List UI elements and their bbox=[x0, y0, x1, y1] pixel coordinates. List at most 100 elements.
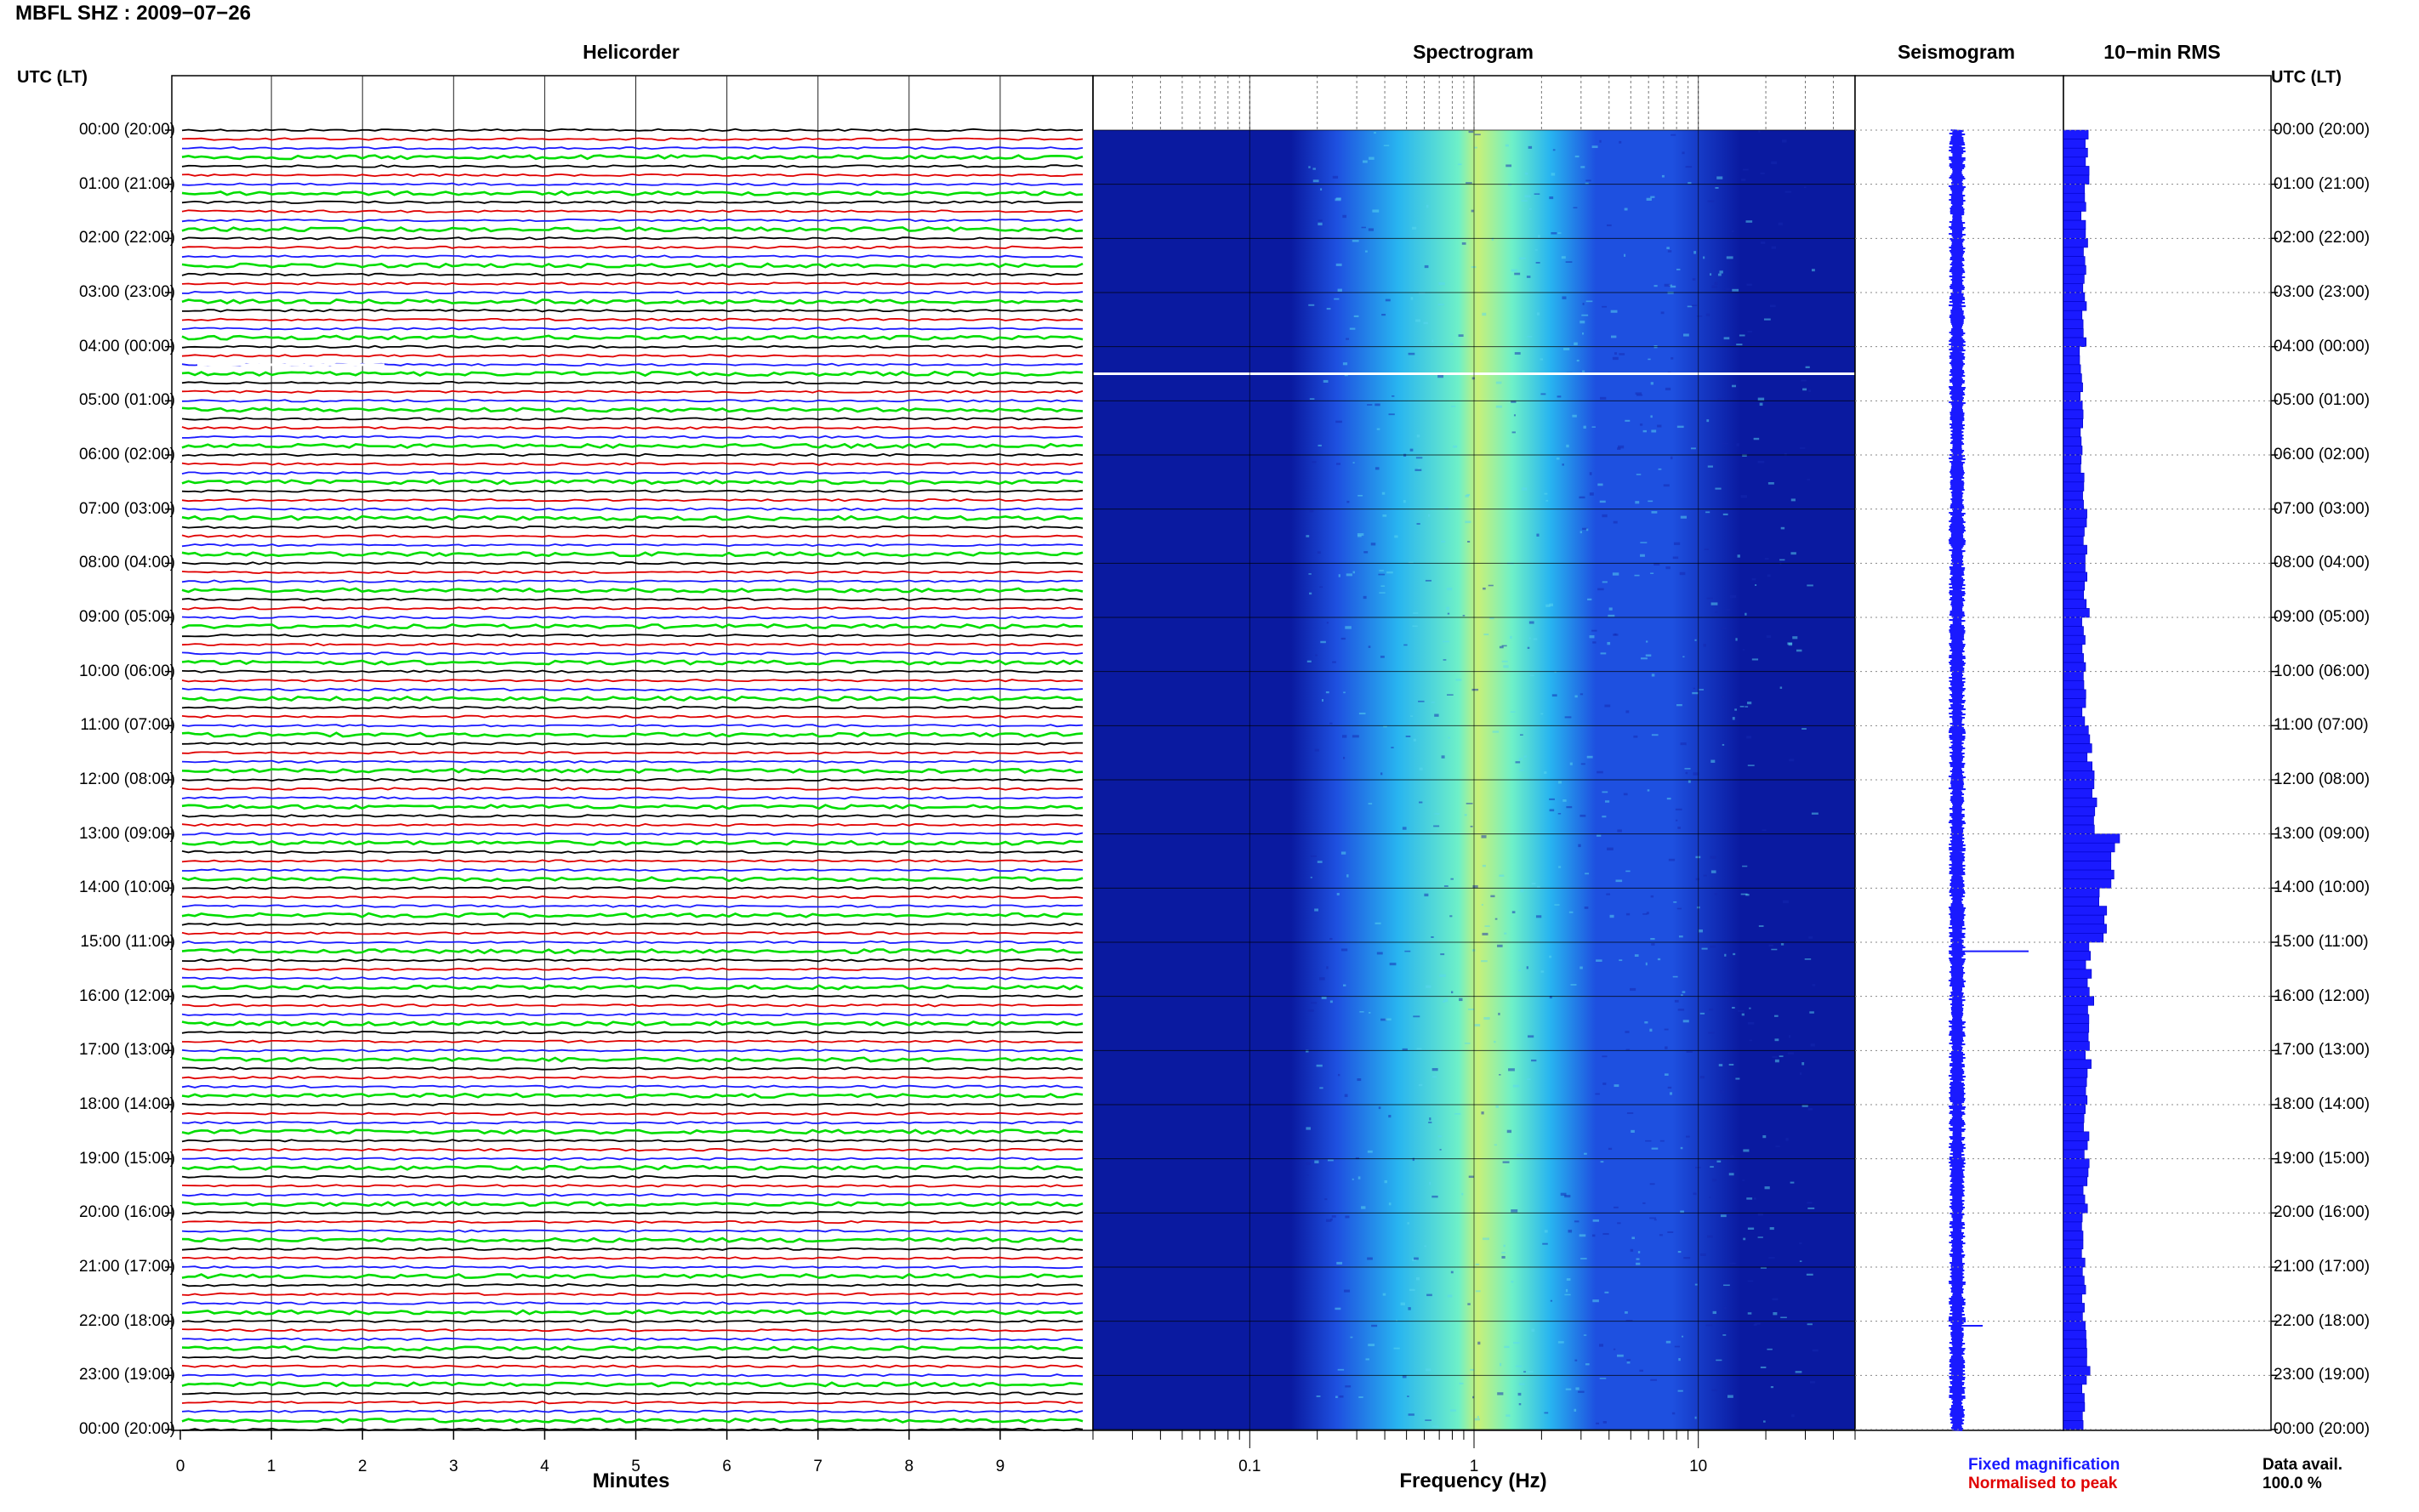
rms-bar bbox=[2063, 1113, 2085, 1123]
time-tick-right: 10:00 (06:00) bbox=[2274, 662, 2371, 680]
helicorder-trace bbox=[181, 669, 1084, 674]
spectrogram-speckle bbox=[1726, 256, 1733, 259]
spectrogram-speckle bbox=[1346, 500, 1350, 503]
spectrogram-speckle bbox=[1699, 1076, 1705, 1079]
rms-panel bbox=[2063, 75, 2272, 1431]
spectrogram-speckle bbox=[1584, 907, 1589, 909]
spectrogram-speckle bbox=[1710, 855, 1716, 859]
spectrogram-speckle bbox=[1410, 297, 1414, 300]
rms-bar bbox=[2063, 1375, 2087, 1385]
spectrogram-speckle bbox=[1725, 609, 1731, 611]
spectrogram-speckle bbox=[1710, 945, 1716, 948]
spectrogram-speckle bbox=[1625, 912, 1631, 916]
spectrogram-speckle bbox=[1636, 394, 1643, 396]
spectrogram-speckle bbox=[1534, 249, 1538, 251]
spectrogram-speckle bbox=[1595, 1093, 1600, 1095]
spectrogram-speckle bbox=[1803, 186, 1807, 189]
time-tick-right: 20:00 (16:00) bbox=[2274, 1203, 2371, 1222]
spectrogram-speckle bbox=[1451, 405, 1456, 407]
spectrogram-speckle bbox=[1686, 1050, 1693, 1053]
spectrogram-speckle bbox=[1799, 1072, 1802, 1076]
spectrogram-speckle bbox=[1687, 305, 1693, 308]
helicorder-trace bbox=[181, 615, 1084, 620]
spectrogram-speckle bbox=[1677, 1390, 1683, 1392]
rms-bar bbox=[2063, 283, 2084, 293]
spectrogram-speckle bbox=[1634, 574, 1640, 577]
rms-bar bbox=[2063, 463, 2081, 474]
helicorder-trace bbox=[181, 1193, 1084, 1197]
spectrogram-speckle bbox=[1716, 1160, 1722, 1162]
spectrogram-speckle bbox=[1438, 281, 1445, 286]
spectrogram-speckle bbox=[1699, 1012, 1705, 1015]
frequency-axis-label: Frequency (Hz) bbox=[1399, 1469, 1547, 1492]
spectrogram-speckle bbox=[1723, 1284, 1730, 1287]
spectrogram-speckle bbox=[1439, 1149, 1442, 1151]
spectrogram-speckle bbox=[1416, 1048, 1422, 1050]
helicorder-trace bbox=[181, 642, 1084, 646]
minute-tick-label: 1 bbox=[266, 1458, 276, 1475]
spectrogram-speckle bbox=[1505, 1414, 1511, 1417]
spectrogram-speckle bbox=[1517, 1392, 1522, 1396]
spectrogram-speckle bbox=[1688, 182, 1692, 185]
spectrogram-speckle bbox=[1639, 423, 1643, 426]
rms-bar bbox=[2063, 671, 2084, 681]
spectrogram-speckle bbox=[1334, 298, 1340, 300]
spectrogram-speckle bbox=[1465, 520, 1471, 524]
spectrogram-speckle bbox=[1596, 1422, 1600, 1425]
helicorder-trace bbox=[181, 814, 1084, 818]
time-tick-right: 08:00 (04:00) bbox=[2274, 554, 2371, 572]
spectrogram-speckle bbox=[1381, 492, 1386, 495]
spectrogram-speckle bbox=[1732, 717, 1735, 720]
rms-bar bbox=[2063, 481, 2085, 492]
spectrogram-speckle bbox=[1659, 1140, 1665, 1142]
helicorder-title: Helicorder bbox=[583, 41, 680, 63]
helicorder-trace bbox=[181, 1003, 1084, 1008]
spectrogram-speckle bbox=[1310, 855, 1317, 857]
rms-bar bbox=[2063, 941, 2090, 952]
rms-bar bbox=[2063, 219, 2086, 230]
spectrogram-speckle bbox=[1449, 343, 1454, 345]
spectrogram-speckle bbox=[1437, 1135, 1443, 1138]
spectrogram-speckle bbox=[1564, 1293, 1571, 1296]
spectrogram-speckle bbox=[1587, 598, 1592, 600]
spectrogram-speckle bbox=[1388, 1202, 1392, 1206]
spectrogram-speckle bbox=[1378, 1106, 1381, 1110]
spectrogram-speckle bbox=[1771, 246, 1777, 249]
spectrogram-speckle bbox=[1636, 474, 1642, 475]
spectrogram-speckle bbox=[1694, 1283, 1698, 1286]
spectrogram-speckle bbox=[1705, 313, 1710, 316]
spectrogram-speckle bbox=[1352, 462, 1355, 463]
helicorder-trace bbox=[181, 426, 1084, 430]
spectrogram-speckle bbox=[1574, 342, 1578, 346]
spectrogram-speckle bbox=[1353, 315, 1359, 318]
time-tick-left: 13:00 (09:00) bbox=[78, 824, 175, 843]
rms-bar bbox=[2063, 743, 2092, 753]
spectrogram-speckle bbox=[1653, 1219, 1657, 1221]
rms-bar bbox=[2063, 364, 2081, 374]
spectrogram-speckle bbox=[1630, 1248, 1634, 1252]
rms-bar bbox=[2063, 608, 2090, 618]
frequency-tick-label: 0.1 bbox=[1238, 1458, 1261, 1475]
spectrogram-speckle bbox=[1309, 592, 1312, 595]
spectrogram-speckle bbox=[1349, 327, 1356, 330]
spectrogram-speckle bbox=[1474, 134, 1481, 136]
spectrogram-speckle bbox=[1664, 1028, 1669, 1031]
spectrogram-speckle bbox=[1758, 130, 1761, 133]
spectrogram-speckle bbox=[1407, 1222, 1410, 1225]
spectrogram-speckle bbox=[1582, 527, 1588, 531]
spectrogram-speckle bbox=[1499, 645, 1504, 649]
spectrogram-speckle bbox=[1426, 1368, 1431, 1372]
spectrogram-speckle bbox=[1764, 558, 1769, 560]
helicorder-trace bbox=[181, 1139, 1084, 1143]
helicorder-trace bbox=[181, 714, 1084, 719]
spectrogram-speckle bbox=[1600, 396, 1607, 400]
spectrogram-speckle bbox=[1426, 985, 1431, 988]
frequency-tick-label: 10 bbox=[1689, 1458, 1708, 1475]
spectrogram-speckle bbox=[1461, 1192, 1464, 1196]
helicorder-trace bbox=[181, 1256, 1084, 1260]
spectrogram-speckle bbox=[1626, 1361, 1631, 1364]
spectrogram-speckle bbox=[1715, 487, 1722, 490]
spectrogram-speckle bbox=[1619, 959, 1623, 962]
spectrogram-speckle bbox=[1444, 507, 1449, 510]
spectrogram-speckle bbox=[1342, 362, 1348, 366]
